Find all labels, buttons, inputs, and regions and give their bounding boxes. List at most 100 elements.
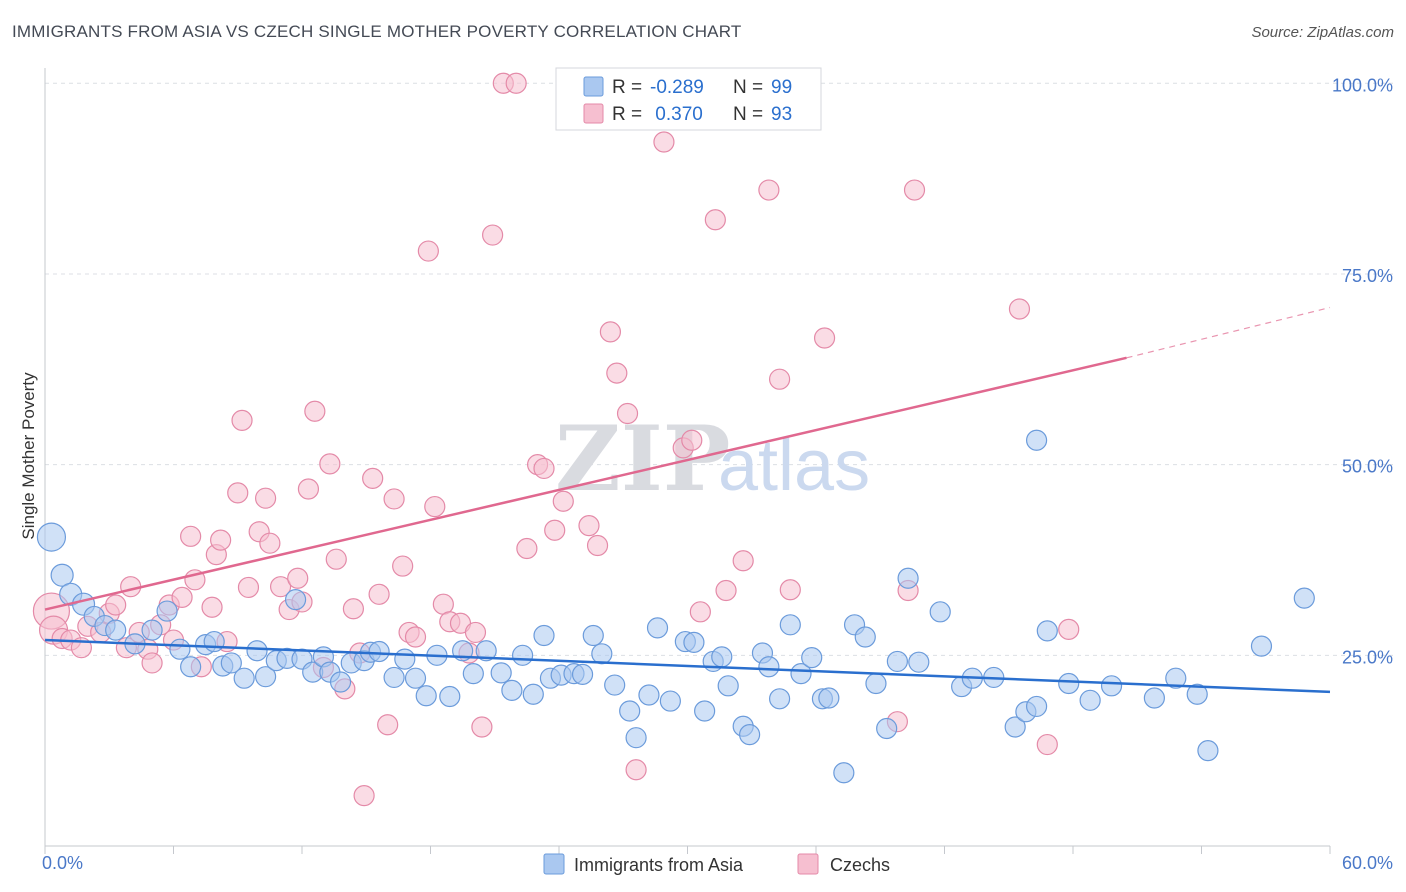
point-asia-15 [220, 652, 242, 674]
point-czechs-39 [325, 548, 347, 570]
y-tick-label-50: 50.0% [1342, 457, 1393, 477]
point-asia-51 [604, 674, 626, 696]
point-asia-50 [591, 643, 613, 665]
point-asia-91 [1079, 689, 1101, 711]
trend-line-asia [44, 638, 1331, 694]
point-czechs-59 [482, 224, 504, 246]
point-asia-96 [1197, 740, 1219, 762]
point-czechs-61 [505, 72, 527, 94]
stats-pink-r-label: R = [612, 104, 642, 125]
point-asia-48 [571, 663, 594, 685]
point-asia-81 [929, 601, 951, 623]
stats-pink-r-value: 0.370 [650, 104, 703, 125]
point-asia-88 [1036, 620, 1058, 642]
point-asia-30 [368, 640, 390, 663]
point-asia-78 [886, 650, 908, 673]
point-asia-75 [854, 626, 876, 648]
point-czechs-70 [599, 321, 622, 343]
legend-pink-swatch [797, 853, 819, 875]
stats-pink-n-value: 93 [771, 104, 792, 125]
point-czechs-62 [516, 537, 538, 560]
point-czechs-79 [704, 209, 726, 231]
point-asia-32 [394, 648, 416, 670]
stats-blue-n-value: 99 [771, 77, 792, 98]
legend-blue-swatch [543, 853, 565, 875]
point-czechs-35 [297, 478, 320, 500]
point-czechs-51 [417, 240, 439, 262]
point-czechs-80 [715, 579, 737, 602]
point-czechs-31 [269, 576, 292, 598]
point-czechs-88 [903, 179, 926, 201]
series-asia-points [36, 429, 1315, 784]
point-asia-6 [105, 619, 127, 641]
point-asia-44 [533, 624, 555, 647]
point-czechs-69 [586, 534, 609, 557]
point-asia-85 [1004, 716, 1026, 738]
point-asia-10 [169, 638, 191, 660]
point-asia-98 [1293, 587, 1315, 609]
point-asia-33 [404, 667, 427, 689]
point-asia-94 [1165, 667, 1187, 689]
point-asia-17 [246, 640, 268, 662]
point-asia-49 [582, 624, 604, 647]
series-czechs-points [32, 72, 1080, 807]
trend-extension-czechs [1126, 306, 1331, 359]
point-czechs-23 [210, 529, 232, 551]
point-asia-95 [1186, 683, 1208, 705]
point-asia-21 [284, 589, 307, 611]
point-asia-16 [233, 667, 255, 689]
point-asia-8 [141, 619, 163, 641]
point-asia-9 [156, 600, 178, 622]
point-czechs-25 [227, 482, 249, 504]
point-czechs-72 [616, 402, 639, 425]
point-asia-97 [1250, 635, 1273, 657]
point-czechs-82 [758, 179, 780, 201]
point-czechs-68 [578, 515, 600, 537]
point-asia-55 [646, 617, 669, 639]
point-czechs-44 [362, 467, 384, 489]
point-czechs-58 [471, 716, 493, 738]
point-asia-80 [908, 651, 930, 673]
point-czechs-26 [231, 409, 253, 431]
point-asia-66 [758, 656, 780, 678]
point-czechs-48 [392, 555, 414, 577]
point-asia-54 [638, 684, 660, 706]
point-asia-79 [897, 567, 919, 589]
point-czechs-36 [304, 400, 326, 422]
watermark-atlas: atlas [718, 426, 870, 506]
point-asia-58 [683, 631, 705, 653]
point-czechs-89 [1008, 298, 1031, 320]
point-asia-42 [511, 644, 534, 666]
point-asia-31 [383, 666, 405, 689]
point-czechs-83 [768, 368, 791, 390]
point-asia-53 [625, 727, 647, 749]
point-czechs-66 [552, 490, 574, 512]
point-czechs-13 [141, 652, 163, 674]
point-czechs-10 [120, 576, 142, 598]
stats-blue-swatch [583, 76, 604, 97]
y-axis-title: Single Mother Poverty [19, 372, 38, 540]
point-czechs-29 [254, 487, 277, 509]
point-czechs-84 [779, 579, 801, 601]
point-asia-13 [203, 630, 225, 653]
point-asia-41 [501, 679, 523, 702]
trend-lines [44, 306, 1331, 694]
point-asia-40 [490, 662, 512, 684]
point-czechs-91 [1058, 618, 1080, 640]
stats-pink-swatch [583, 103, 604, 124]
point-asia-77 [876, 717, 898, 740]
source-label: Source: ZipAtlas.com [1251, 24, 1394, 41]
point-asia-90 [1058, 672, 1080, 695]
point-asia-87 [1025, 695, 1048, 718]
point-czechs-27 [237, 576, 260, 599]
x-tick-label-min: 0.0% [42, 853, 83, 873]
legend-blue-label: Immigrants from Asia [574, 855, 744, 875]
point-asia-36 [439, 685, 461, 708]
point-asia-0 [36, 522, 67, 552]
point-czechs-8 [105, 594, 127, 616]
point-czechs-17 [171, 586, 193, 608]
point-czechs-46 [377, 714, 399, 736]
point-asia-89 [1025, 429, 1048, 451]
point-asia-56 [659, 690, 681, 712]
